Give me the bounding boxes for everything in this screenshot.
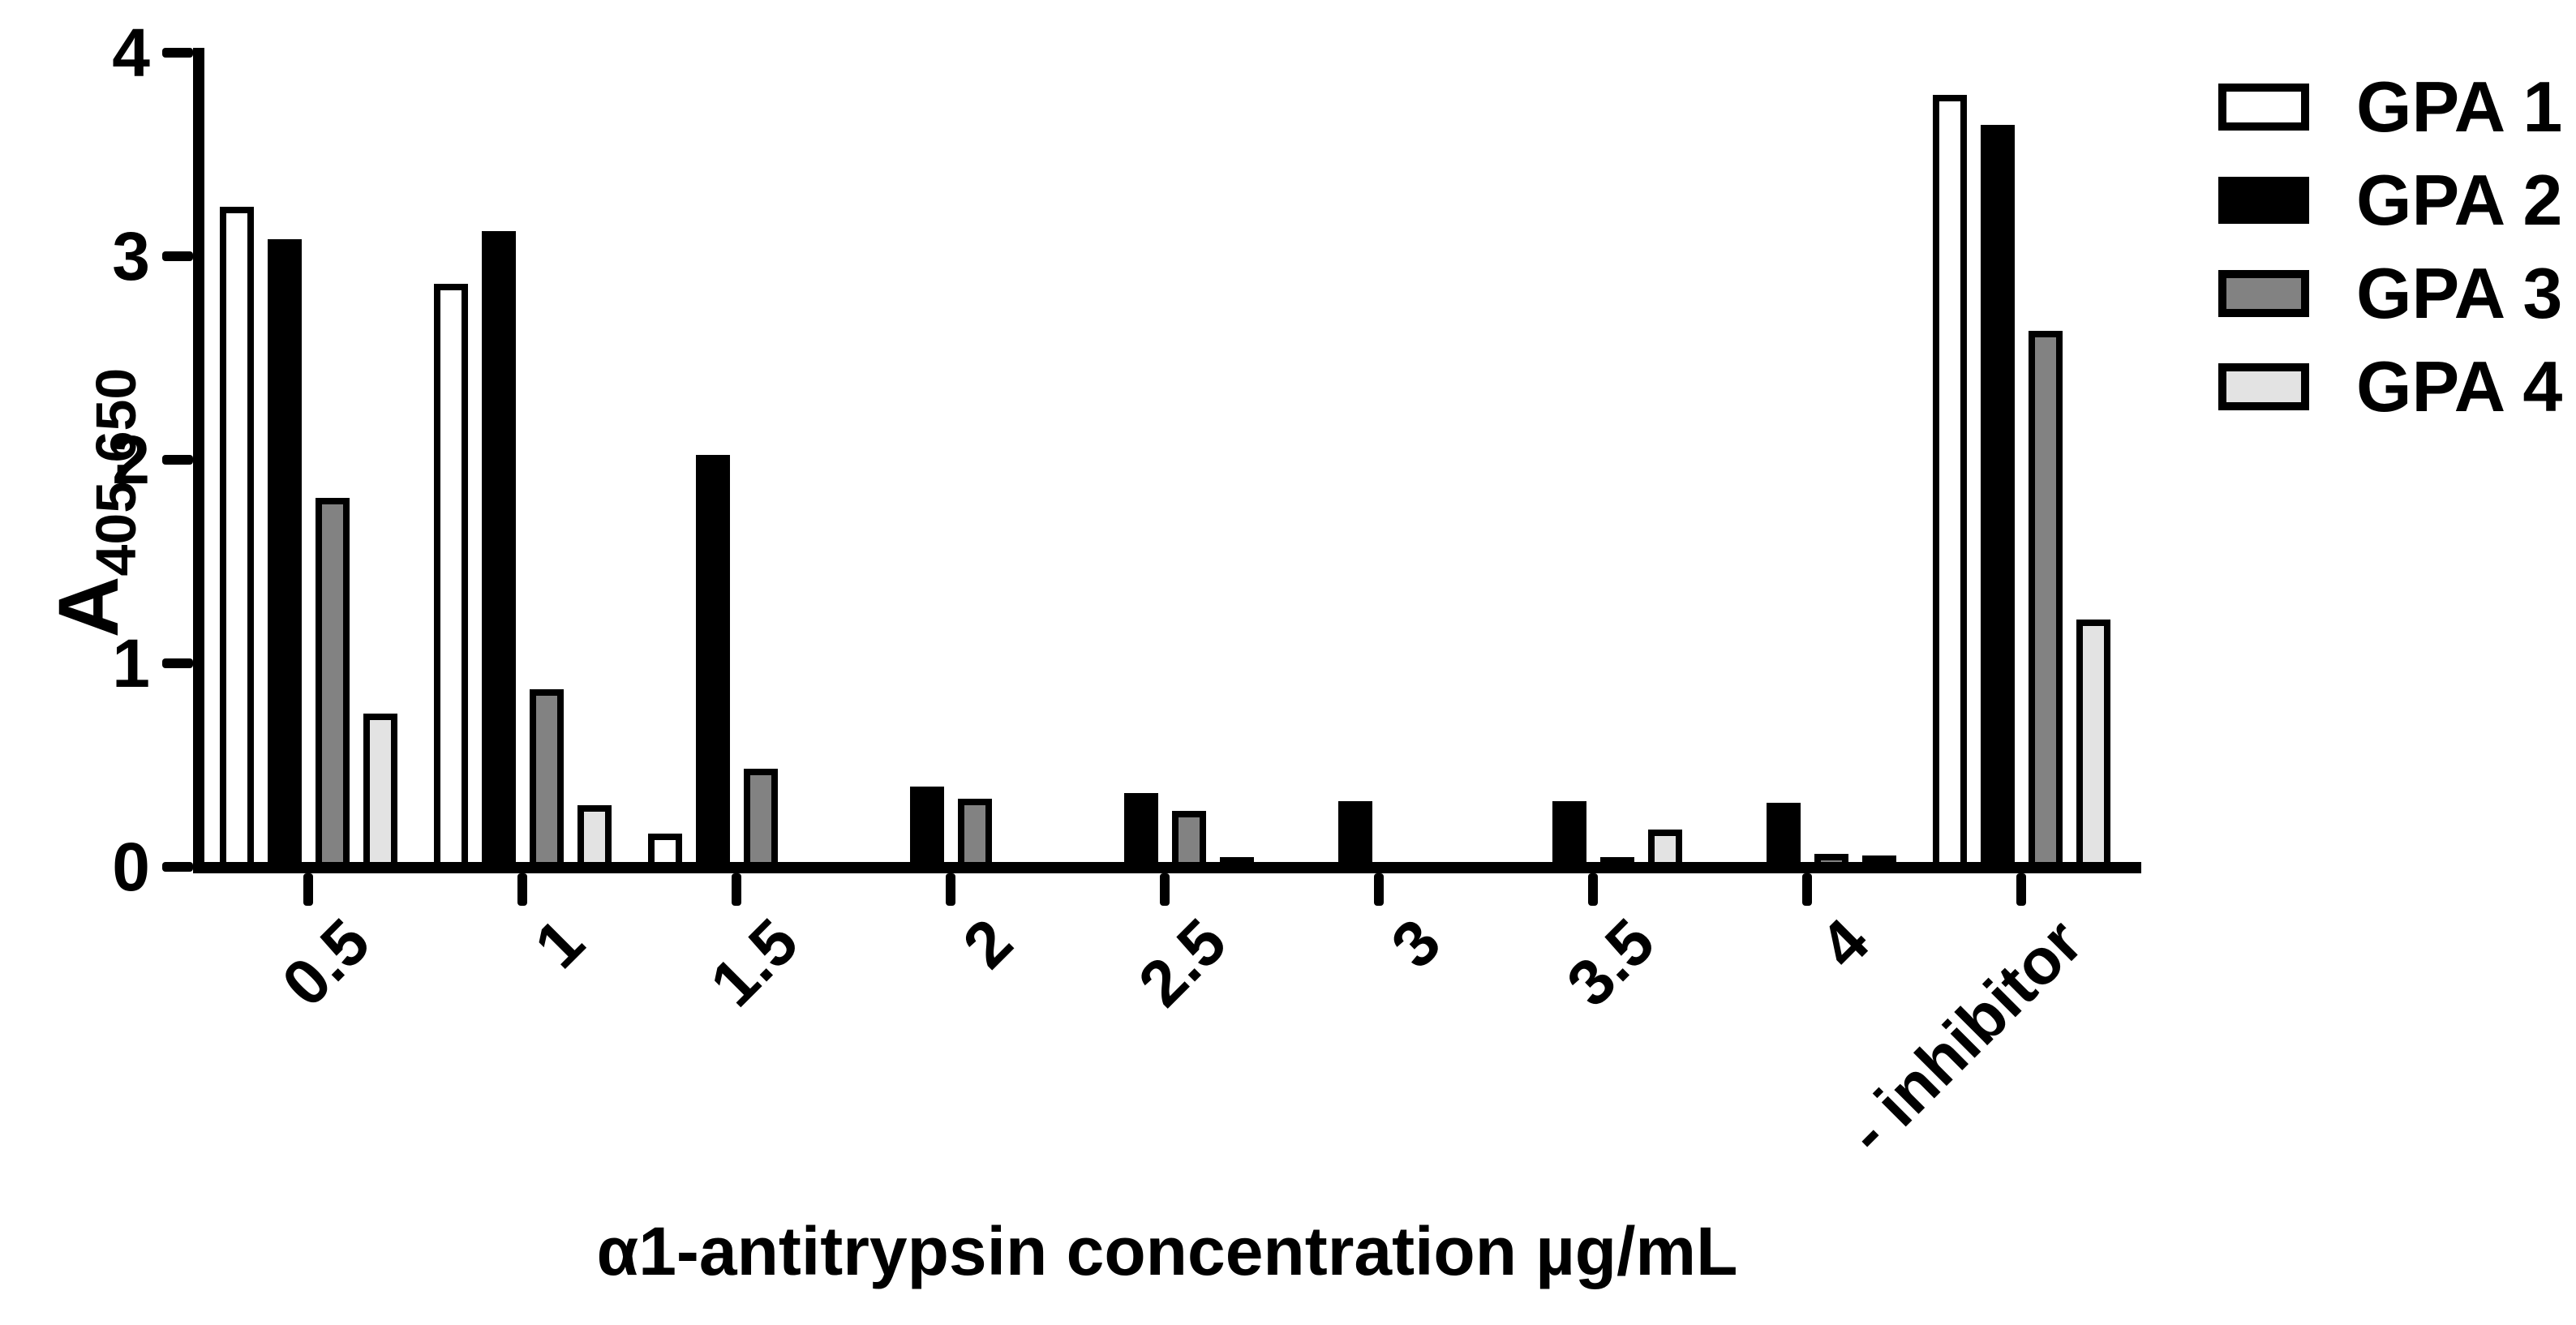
- y-axis-title-main: A: [41, 576, 136, 638]
- x-tick-label: 1: [520, 905, 598, 982]
- bar-gpa2-1.5: [696, 455, 730, 862]
- bar-gpa1--inhibitor: [1933, 95, 1967, 862]
- y-axis-line: [193, 48, 204, 873]
- bar-gpa4-3.5: [1648, 830, 1682, 862]
- bar-gpa1-0.5: [220, 207, 254, 862]
- x-tick: [1374, 873, 1384, 906]
- x-tick-label: 3.5: [1552, 905, 1668, 1020]
- bar-gpa2-2: [910, 787, 944, 862]
- bar-gpa4-0.5: [363, 714, 397, 862]
- legend-label: GPA 4: [2356, 346, 2563, 427]
- x-axis-title: α1-antitrypsin concentration µg/mL: [596, 1213, 1738, 1289]
- bar-gpa3-0.5: [316, 498, 350, 862]
- legend-label: GPA 2: [2356, 160, 2563, 240]
- legend-item-gpa4: GPA 4: [2218, 346, 2563, 427]
- x-tick: [1160, 873, 1170, 906]
- bar-gpa3-2.5: [1172, 811, 1206, 862]
- x-axis-line: [193, 862, 2141, 873]
- x-tick-label: 3: [1376, 905, 1454, 982]
- bar-gpa3-1.5: [744, 769, 778, 862]
- bar-gpa2-2.5: [1124, 793, 1158, 862]
- y-axis-title: A405-650: [41, 368, 148, 638]
- bar-gpa4-1: [577, 805, 612, 862]
- legend-label: GPA 3: [2356, 253, 2563, 333]
- x-tick-label: 2.5: [1124, 905, 1240, 1020]
- x-tick-label: 4: [1805, 905, 1883, 982]
- legend-swatch-icon: [2218, 84, 2309, 131]
- y-tick: [162, 455, 193, 465]
- x-tick: [517, 873, 527, 906]
- bar-gpa2-1: [482, 231, 516, 862]
- y-tick-label: 1: [112, 625, 150, 701]
- x-tick: [303, 873, 313, 906]
- bar-gpa2-3.5: [1552, 801, 1586, 862]
- x-tick-label: 1.5: [696, 905, 812, 1020]
- y-tick-label: 2: [112, 422, 150, 498]
- bar-gpa1-1.5: [648, 834, 682, 862]
- bar-gpa4--inhibitor: [2076, 620, 2110, 862]
- bar-gpa4-2.5: [1220, 857, 1254, 864]
- legend-item-gpa1: GPA 1: [2218, 66, 2563, 147]
- legend-swatch-icon: [2218, 177, 2309, 224]
- bar-gpa3-4: [1814, 854, 1848, 862]
- y-tick-label: 0: [112, 829, 150, 905]
- legend-label: GPA 1: [2356, 66, 2563, 147]
- legend-swatch-icon: [2218, 363, 2309, 410]
- y-tick: [162, 658, 193, 668]
- y-axis-title-subscript: 405-650: [84, 367, 148, 577]
- bar-gpa2-3: [1338, 801, 1372, 862]
- y-tick: [162, 251, 193, 261]
- legend-item-gpa3: GPA 3: [2218, 253, 2563, 333]
- y-tick: [162, 862, 193, 872]
- legend-item-gpa2: GPA 2: [2218, 160, 2563, 240]
- x-tick: [2016, 873, 2026, 906]
- legend-swatch-icon: [2218, 270, 2309, 317]
- y-tick: [162, 48, 193, 58]
- bar-gpa2-4: [1767, 803, 1801, 862]
- bar-gpa4-4: [1862, 855, 1896, 862]
- bar-gpa3-1: [530, 689, 564, 862]
- x-tick: [732, 873, 741, 906]
- bar-gpa3-3.5: [1600, 857, 1634, 864]
- x-tick: [1802, 873, 1812, 906]
- bar-gpa3-2: [958, 799, 992, 862]
- x-tick: [1588, 873, 1598, 906]
- y-tick-label: 4: [112, 15, 150, 91]
- bar-gpa2-0.5: [268, 239, 302, 862]
- x-tick-label: 2: [948, 905, 1026, 982]
- x-tick-label: - inhibitor: [1833, 905, 2097, 1168]
- bar-gpa3--inhibitor: [2029, 331, 2063, 862]
- y-tick-label: 3: [112, 218, 150, 294]
- x-tick: [946, 873, 955, 906]
- bar-gpa1-1: [434, 284, 468, 862]
- x-tick-label: 0.5: [268, 905, 384, 1020]
- bar-gpa2--inhibitor: [1981, 125, 2015, 862]
